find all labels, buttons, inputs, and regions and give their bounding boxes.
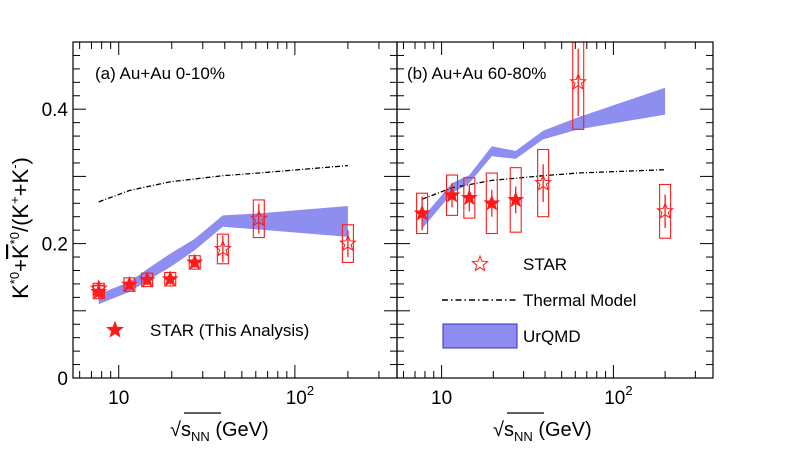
y-axis-label-ratio: /(K <box>8 204 33 232</box>
sys-error-box <box>485 172 498 235</box>
legend-symbol-star <box>106 320 124 338</box>
star-filled-marker <box>460 189 478 206</box>
star-filled-marker <box>161 270 179 287</box>
star-open-marker <box>534 173 553 191</box>
star-filled-marker <box>507 191 525 208</box>
legend-label: UrQMD <box>523 327 581 346</box>
x-axis-label-a-sub: NN <box>191 429 210 444</box>
panel-b-ticks: 10 102 <box>397 41 713 409</box>
star-open-marker <box>656 201 675 219</box>
y-axis-label-k: K <box>8 284 33 299</box>
sys-error-box <box>572 42 585 130</box>
panel-b-legend: STAR Thermal Model UrQMD <box>442 254 636 349</box>
x-axis-label-b-s: s <box>504 419 514 441</box>
sys-error-box <box>445 174 459 216</box>
y-axis-label-plus2: +K <box>8 168 33 196</box>
urqmd-band <box>98 206 348 305</box>
thermal-model-line <box>98 164 348 203</box>
x-axis-label-b-sqrt: √ <box>493 419 504 441</box>
x-tick-label: 102 <box>604 383 632 409</box>
sys-error-box <box>463 177 476 219</box>
legend-label: STAR (This Analysis) <box>150 321 309 340</box>
y-axis-label-plus: + <box>8 259 33 272</box>
panel-a-plot-area <box>89 164 357 305</box>
panel-a-legend: STAR (This Analysis) <box>106 320 309 340</box>
star-filled-marker <box>483 194 501 211</box>
x-axis-label-a-s: s <box>181 419 191 441</box>
svg-text:√sNN (GeV): √sNN (GeV) <box>493 419 592 444</box>
sys-error-box <box>509 167 522 233</box>
legend-label: STAR <box>523 255 567 274</box>
star-filled-marker <box>413 204 431 221</box>
x-axis-label-a: √sNN (GeV) <box>170 412 269 444</box>
star-filled-marker <box>138 271 156 288</box>
star-open-marker <box>569 72 588 90</box>
x-axis-label-a-sqrt: √ <box>170 419 181 441</box>
star-open-marker <box>338 234 357 252</box>
x-axis-label-b-unit: (GeV) <box>533 419 592 441</box>
svg-text:K*0+K*0/(K++K-): K*0+K*0/(K++K-) <box>7 157 33 299</box>
star-filled-marker <box>121 275 138 292</box>
sys-error-box <box>252 199 265 239</box>
y-tick-label: 0 <box>57 369 68 390</box>
sys-error-box <box>537 148 550 218</box>
y-axis-label-sup3: + <box>7 196 22 204</box>
y-axis-label-sup1: *0 <box>7 272 22 284</box>
y-tick-label: 0.2 <box>42 235 68 256</box>
thermal-model-line <box>421 169 666 200</box>
y-axis-label-sup4: - <box>7 164 22 168</box>
x-axis-label-b-sub: NN <box>514 429 533 444</box>
urqmd-band <box>422 87 666 229</box>
panel-b-plot-area <box>413 42 675 239</box>
legend-symbol-star <box>471 254 489 272</box>
x-tick-label: 10 <box>431 388 452 409</box>
legend-label: Thermal Model <box>523 291 636 310</box>
y-axis-label-kbar: K <box>8 244 33 259</box>
y-axis-label: K*0+K*0/(K++K-) <box>7 157 33 299</box>
sys-error-box <box>216 233 229 265</box>
x-tick-label: 10 <box>108 388 129 409</box>
svg-text:√sNN (GeV): √sNN (GeV) <box>170 419 269 444</box>
sys-error-box <box>416 192 429 235</box>
x-axis-label-b: √sNN (GeV) <box>493 412 592 444</box>
panel-a-ticks: 10 102 0 0.2 0.4 <box>42 41 397 409</box>
panel-b-label: (b) Au+Au 60-80% <box>407 64 546 83</box>
sys-error-box <box>659 183 672 239</box>
panel-b: 10 102 (b) Au+Au 60-80% STAR Thermal Model… <box>396 41 714 409</box>
x-axis-label-a-unit: (GeV) <box>210 419 269 441</box>
star-open-marker <box>89 279 108 297</box>
panel-a-label: (a) Au+Au 0-10% <box>95 64 225 83</box>
y-tick-label: 0.4 <box>42 100 69 121</box>
legend-symbol-band <box>442 323 518 349</box>
panel-a: 10 102 0 0.2 0.4 (a) Au+Au 0-10% STAR (This … <box>42 41 398 409</box>
star-filled-marker <box>186 253 204 270</box>
star-open-marker <box>213 239 232 257</box>
y-axis-label-close: ) <box>8 157 33 164</box>
sys-error-box <box>341 224 354 263</box>
x-tick-label: 102 <box>286 383 314 409</box>
panel-b-frame <box>396 41 714 379</box>
y-axis-label-sup2: *0 <box>7 232 22 244</box>
star-filled-marker <box>443 186 461 203</box>
star-open-marker <box>249 209 268 227</box>
